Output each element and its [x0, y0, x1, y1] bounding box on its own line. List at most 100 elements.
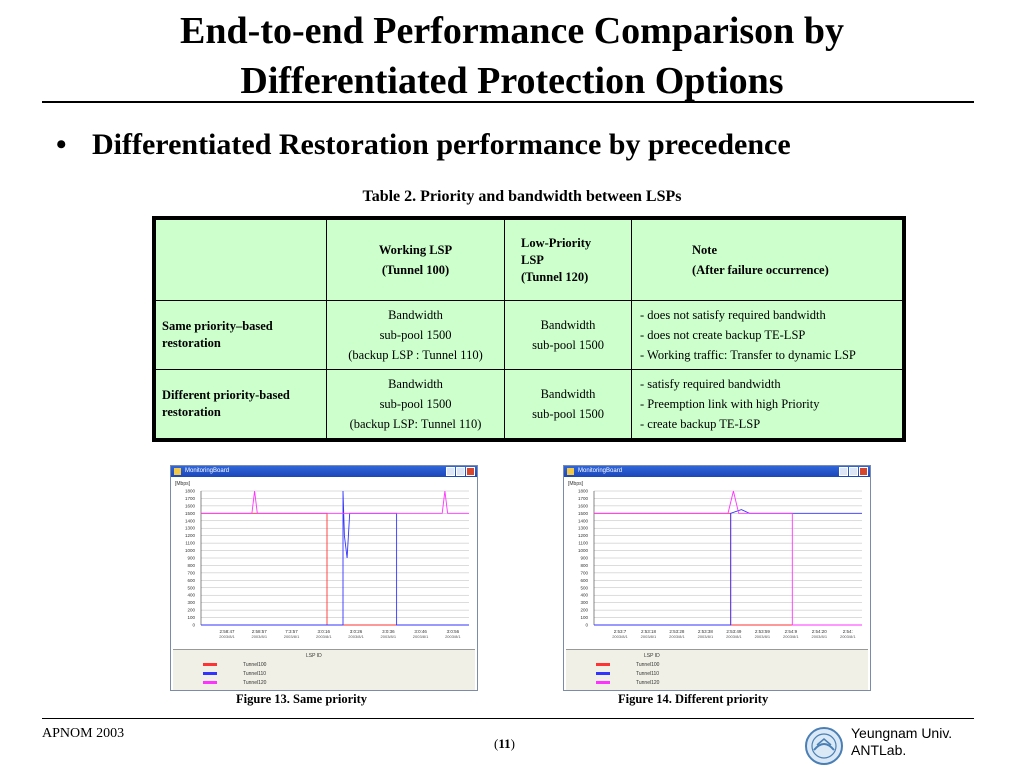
- table-header-row: Working LSP (Tunnel 100) Low-Priority LS…: [155, 219, 903, 301]
- x-tick-date: 2003/8/1: [698, 634, 714, 639]
- y-tick-label: 1800: [578, 489, 589, 494]
- header-working-lsp: Working LSP (Tunnel 100): [326, 219, 505, 301]
- x-tick-date: 2003/8/1: [381, 634, 397, 639]
- y-tick-label: 600: [187, 578, 195, 583]
- x-tick-label: 3:0:16: [318, 629, 331, 634]
- legend-swatch: [203, 663, 217, 666]
- row-label: Different priority-based restoration: [155, 369, 327, 439]
- y-tick-label: 1600: [578, 503, 589, 508]
- y-tick-label: 300: [580, 600, 588, 605]
- x-tick-date: 2003/8/1: [445, 634, 461, 639]
- y-tick-label: 1200: [578, 533, 589, 538]
- y-axis-unit: [Mbps]: [568, 481, 584, 487]
- y-tick-label: 1300: [578, 526, 589, 531]
- y-tick-label: 0: [585, 623, 588, 628]
- x-tick-label: 2:53:38: [698, 629, 714, 634]
- y-tick-label: 200: [580, 608, 588, 613]
- x-tick-date: 2003/8/1: [348, 634, 364, 639]
- close-icon: [859, 467, 868, 476]
- figure-caption-14: Figure 14. Different priority: [618, 692, 769, 706]
- window-titlebar: MonitoringBoard: [564, 466, 870, 477]
- series-line: [594, 512, 862, 626]
- x-tick-label: 2:53:28: [669, 629, 685, 634]
- y-tick-label: 1200: [185, 533, 196, 538]
- working-lsp-cell: Bandwidth sub-pool 1500 (backup LSP: Tun…: [326, 369, 505, 439]
- x-tick-date: 2003/8/1: [316, 634, 332, 639]
- y-tick-label: 1400: [185, 518, 196, 523]
- x-tick-label: 2:53:59: [755, 629, 771, 634]
- org-line-1: Yeungnam Univ.: [851, 725, 953, 741]
- maximize-icon: [849, 467, 858, 476]
- footer-divider: [42, 718, 974, 719]
- close-icon: [466, 467, 475, 476]
- legend: LSP ID Tunnel100 Tunnel110 Tunnel120: [566, 649, 868, 690]
- cell-line: Bandwidth: [388, 377, 443, 391]
- y-tick-label: 100: [187, 615, 195, 620]
- legend-label: Tunnel110: [243, 671, 267, 677]
- cell-line: Bandwidth: [388, 308, 443, 322]
- header-line: (After failure occurrence): [692, 263, 829, 277]
- low-priority-cell: Bandwidth sub-pool 1500: [504, 369, 632, 439]
- y-tick-label: 900: [187, 556, 195, 561]
- y-tick-label: 1500: [185, 511, 196, 516]
- title-line-2: Differentiated Protection Options: [240, 60, 784, 102]
- x-tick-date: 2003/8/1: [755, 634, 771, 639]
- table-caption: Table 2. Priority and bandwidth between …: [362, 188, 682, 205]
- y-tick-label: 700: [187, 570, 195, 575]
- x-tick-label: 2:54:9: [785, 629, 798, 634]
- cell-line: (backup LSP: Tunnel 110): [349, 417, 482, 431]
- throughput-plot: [Mbps] 1800 1700 1600 1500 1400 1300 1200 1100 10…: [175, 481, 469, 639]
- x-tick-label: 2:58:47: [219, 629, 235, 634]
- legend-label: Tunnel100: [636, 662, 660, 668]
- cell-line: sub-pool 1500: [379, 397, 452, 411]
- window-titlebar: MonitoringBoard: [171, 466, 477, 477]
- legend-title: LSP ID: [306, 653, 322, 659]
- working-lsp-cell: Bandwidth sub-pool 1500 (backup LSP : Tu…: [326, 300, 505, 370]
- x-tick-label: 3:0:46: [414, 629, 427, 634]
- legend-label: Tunnel120: [243, 680, 267, 686]
- x-tick-label: 2:53:7: [614, 629, 627, 634]
- x-tick-date: 2003/8/1: [612, 634, 628, 639]
- y-tick-label: 1800: [185, 489, 196, 494]
- legend-swatch: [596, 672, 610, 675]
- note-line: - does not create backup TE-LSP: [640, 328, 806, 342]
- cell-line: Bandwidth: [540, 387, 596, 401]
- window-title: MonitoringBoard: [578, 468, 623, 474]
- bullet-item: • Differentiated Restoration performance …: [56, 127, 791, 163]
- bullet-icon: •: [56, 128, 67, 161]
- cell-line: sub-pool 1500: [532, 407, 604, 421]
- app-icon: [174, 468, 181, 475]
- throughput-plot: [Mbps] 1800 1700 1600 1500 1400 1300 1200 1100 10…: [568, 481, 862, 639]
- note-cell: - does not satisfy required bandwidth - …: [631, 300, 903, 370]
- page-paren: ): [510, 736, 515, 751]
- legend-swatch: [203, 672, 217, 675]
- header-line: (Tunnel 120): [521, 269, 589, 284]
- header-line: Low-Priority: [521, 235, 592, 250]
- y-tick-label: 600: [580, 578, 588, 583]
- note-line: - create backup TE-LSP: [640, 417, 761, 431]
- x-tick-label: 3:0:36: [382, 629, 395, 634]
- series-line: [201, 490, 469, 626]
- title-line-1: End-to-end Performance Comparison by: [180, 10, 844, 52]
- x-tick-date: 2003/8/1: [726, 634, 742, 639]
- legend: LSP ID Tunnel100 Tunnel110 Tunnel120: [173, 649, 475, 690]
- priority-bandwidth-table: Working LSP (Tunnel 100) Low-Priority LS…: [152, 216, 906, 442]
- organization: Yeungnam Univ. ANTLab.: [851, 725, 952, 759]
- page-paren: (: [494, 736, 499, 751]
- x-tick-label: 2:53:49: [726, 629, 742, 634]
- y-tick-label: 500: [187, 585, 195, 590]
- header-line: Note: [692, 243, 717, 257]
- y-tick-label: 1100: [185, 541, 195, 546]
- x-tick-label: 2:58:57: [252, 629, 268, 634]
- y-tick-label: 300: [187, 600, 195, 605]
- x-tick-label: 2:54:: [843, 629, 853, 634]
- y-tick-label: 700: [580, 570, 588, 575]
- cell-line: Bandwidth: [540, 318, 596, 332]
- y-tick-label: 1600: [185, 503, 196, 508]
- x-tick-date: 2003/8/1: [641, 634, 657, 639]
- y-tick-label: 800: [580, 563, 588, 568]
- x-tick-label: 7:3:57: [285, 629, 298, 634]
- series-line: [201, 512, 469, 626]
- y-tick-label: 400: [187, 593, 195, 598]
- y-tick-label: 1700: [185, 496, 196, 501]
